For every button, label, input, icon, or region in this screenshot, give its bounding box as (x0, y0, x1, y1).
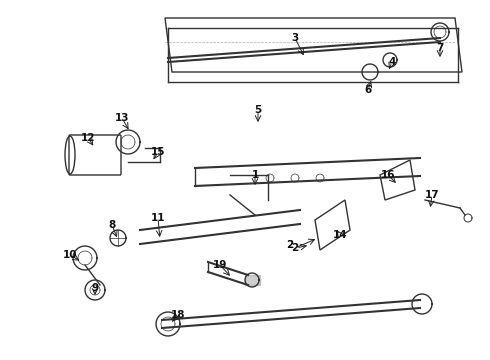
Text: 14: 14 (333, 230, 347, 240)
Text: 5: 5 (254, 105, 262, 115)
Text: 18: 18 (171, 310, 185, 320)
Text: 7: 7 (436, 43, 443, 53)
Text: 3: 3 (292, 33, 298, 43)
Text: 2: 2 (286, 240, 294, 250)
Text: 1: 1 (251, 170, 259, 180)
Text: 8: 8 (108, 220, 116, 230)
Text: 9: 9 (92, 283, 98, 293)
Text: 15: 15 (151, 147, 165, 157)
Text: 17: 17 (425, 190, 440, 200)
Text: 12: 12 (81, 133, 95, 143)
Text: 4: 4 (388, 57, 396, 67)
Text: 10: 10 (63, 250, 77, 260)
Text: 19: 19 (213, 260, 227, 270)
Text: 2: 2 (292, 243, 298, 253)
Text: 13: 13 (115, 113, 129, 123)
Text: 11: 11 (151, 213, 165, 223)
Text: 16: 16 (381, 170, 395, 180)
Text: 6: 6 (365, 85, 371, 95)
